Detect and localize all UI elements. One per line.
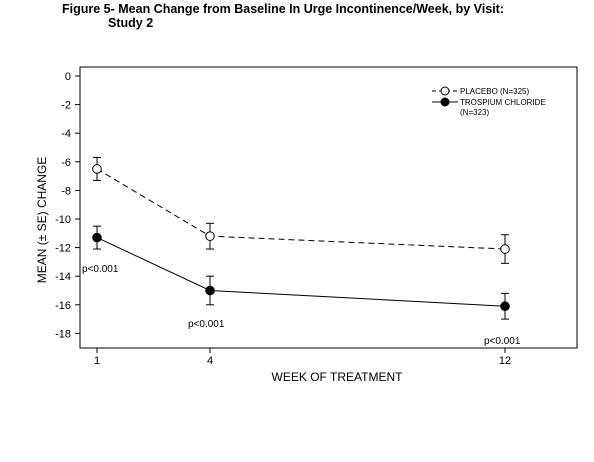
legend-marker <box>440 86 450 96</box>
chart-title: Figure 5- Mean Change from Baseline In U… <box>62 2 504 30</box>
chart-title-line1: Figure 5- Mean Change from Baseline In U… <box>62 2 504 16</box>
y-tick-label: -16 <box>55 300 71 312</box>
y-tick-label: 0 <box>65 71 71 83</box>
data-point <box>500 244 510 254</box>
legend-label: TROSPIUM CHLORIDE <box>460 98 546 107</box>
data-point <box>92 164 102 174</box>
y-tick-label: -6 <box>61 157 71 169</box>
y-tick-label: -12 <box>55 243 71 255</box>
legend-marker <box>440 97 450 107</box>
series-line-1 <box>96 168 506 250</box>
data-point <box>205 231 215 241</box>
y-tick-label: -2 <box>61 100 71 112</box>
y-tick-label: -4 <box>61 128 71 140</box>
legend-label: PLACEBO (N=325) <box>460 87 529 96</box>
series-line-2 <box>96 237 506 307</box>
data-point <box>92 232 102 243</box>
p-value-annotation: p<0.001 <box>484 336 521 347</box>
y-tick-label: -8 <box>61 185 71 197</box>
data-point <box>205 285 215 296</box>
x-tick-label: 12 <box>499 355 511 367</box>
x-tick-label: 4 <box>207 355 213 367</box>
data-point <box>500 301 510 312</box>
y-tick-label: -18 <box>55 328 71 340</box>
x-tick-label: 1 <box>94 355 100 367</box>
p-value-annotation: p<0.001 <box>82 264 119 275</box>
x-axis-label: WEEK OF TREATMENT <box>272 370 404 384</box>
y-tick-label: -10 <box>55 214 71 226</box>
legend-label: (N=323) <box>460 108 489 117</box>
chart-title-line2: Study 2 <box>108 16 154 30</box>
y-axis-label: MEAN (± SE) CHANGE <box>35 157 49 284</box>
plot-frame <box>79 66 578 349</box>
p-value-annotation: p<0.001 <box>188 319 225 330</box>
y-tick-label: -14 <box>55 271 71 283</box>
